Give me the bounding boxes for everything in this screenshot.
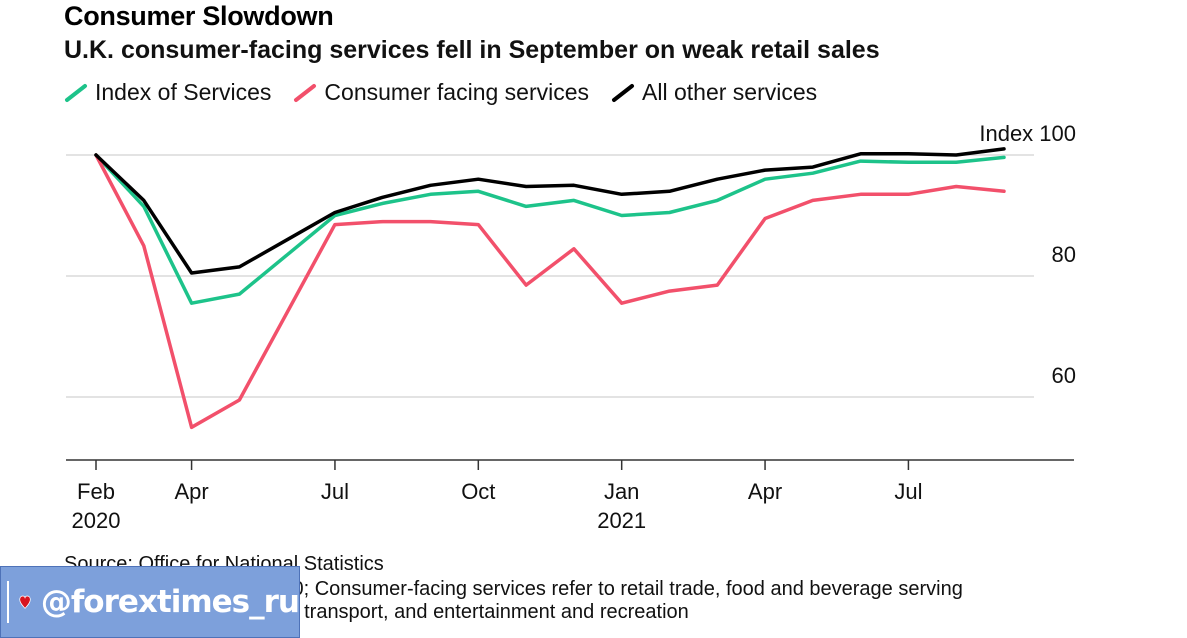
legend-item-1: Index of Services bbox=[64, 79, 271, 106]
legend-item-3: All other services bbox=[611, 79, 817, 106]
x-tick-label-2020-02: Feb bbox=[77, 479, 115, 504]
y-tick-label-60: 60 bbox=[1052, 363, 1076, 388]
heart-icon bbox=[19, 595, 31, 609]
legend-label: Index of Services bbox=[95, 79, 272, 105]
chart-title: Consumer Slowdown bbox=[64, 1, 334, 31]
watermark-handle: @forextimes_ru bbox=[40, 584, 300, 620]
y-axis-tick-labels: 60 80 Index 100 bbox=[979, 121, 1076, 388]
x-axis: Feb 2020 Apr Jul Oct Jan 2021 Apr Jul bbox=[66, 459, 1074, 533]
gridlines bbox=[66, 154, 1034, 398]
chart-subtitle: U.K. consumer-facing services fell in Se… bbox=[64, 36, 880, 64]
x-tick-label-2020-04: Apr bbox=[174, 479, 208, 504]
series-line-3 bbox=[94, 147, 1006, 275]
watermark-bar bbox=[7, 581, 9, 623]
series-line-2 bbox=[94, 153, 1006, 430]
x-tick-year-2020-02: 2020 bbox=[72, 508, 121, 533]
x-tick-label-2021-01: Jan bbox=[604, 479, 639, 504]
x-tick-label-2020-10: Oct bbox=[461, 479, 495, 504]
x-tick-year-2021-01: 2021 bbox=[597, 508, 646, 533]
series-lines bbox=[94, 147, 1006, 430]
y-tick-label-100: Index 100 bbox=[979, 121, 1076, 146]
legend-swatch-icon bbox=[612, 83, 635, 102]
legend-item-2: Consumer facing services bbox=[293, 79, 589, 106]
x-tick-label-2021-07: Jul bbox=[894, 479, 922, 504]
x-tick-label-2021-04: Apr bbox=[748, 479, 782, 504]
series-line-1 bbox=[94, 153, 1006, 305]
x-tick-label-2020-07: Jul bbox=[321, 479, 349, 504]
legend-swatch-icon bbox=[65, 83, 87, 102]
y-tick-label-80: 80 bbox=[1052, 242, 1076, 267]
legend-swatch-icon bbox=[294, 83, 317, 102]
legend: Index of Services Consumer facing service… bbox=[64, 79, 817, 106]
watermark-banner: @forextimes_ru bbox=[0, 566, 300, 638]
legend-label: All other services bbox=[642, 79, 818, 105]
legend-label: Consumer facing services bbox=[324, 79, 590, 105]
